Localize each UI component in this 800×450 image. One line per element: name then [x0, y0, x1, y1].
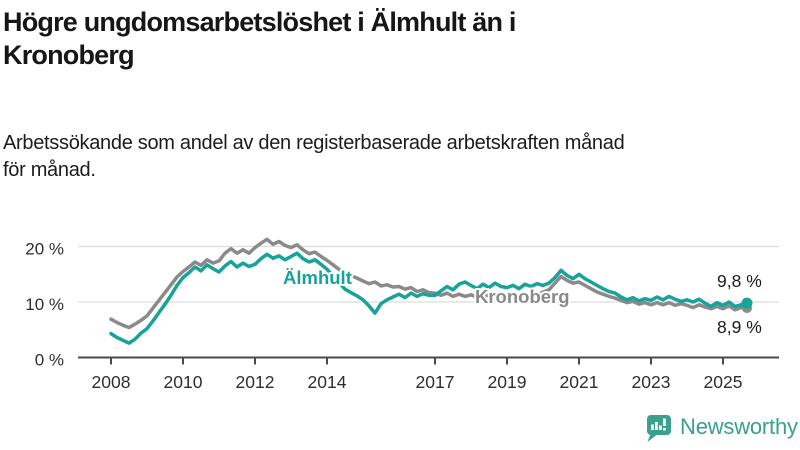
x-tick-label: 2014	[308, 372, 347, 392]
y-tick-label: 10 %	[25, 295, 64, 314]
x-tick-label: 2025	[704, 372, 743, 392]
chart-subtitle: Arbetssökande som andel av den registerb…	[3, 130, 773, 184]
newsworthy-logo[interactable]: Newsworthy	[644, 412, 798, 444]
y-tick-label: 0 %	[35, 351, 64, 370]
x-tick-label: 2012	[236, 372, 275, 392]
series-end-dot-almhult	[741, 297, 753, 309]
page-title-line1: Högre ungdomsarbetslöshet i Älmhult än i	[3, 7, 516, 37]
series-label-kronoberg: Kronoberg	[475, 286, 570, 307]
series-line-almhult	[109, 251, 749, 345]
y-tick-label: 20 %	[25, 240, 64, 259]
chart-subtitle-line1: Arbetssökande som andel av den registerb…	[3, 132, 625, 154]
end-value-label-almhult: 9,8 %	[717, 271, 762, 291]
page-title-line2: Kronoberg	[3, 40, 135, 70]
series-line-kronoberg	[109, 237, 749, 330]
page-title: Högre ungdomsarbetslöshet i Älmhult än i…	[3, 6, 643, 72]
series-label-almhult: Älmhult	[283, 267, 352, 288]
x-tick-label: 2010	[164, 372, 203, 392]
x-tick-label: 2021	[560, 372, 599, 392]
x-tick-label: 2008	[92, 372, 131, 392]
newsworthy-wordmark: Newsworthy	[680, 414, 798, 439]
x-tick-label: 2017	[416, 372, 455, 392]
chart-subtitle-line2: för månad.	[3, 159, 96, 181]
bar-chart-glyph	[651, 418, 666, 431]
newsworthy-bubble-icon	[647, 415, 671, 442]
end-value-label-kronoberg: 8,9 %	[717, 317, 762, 337]
x-tick-label: 2023	[632, 372, 671, 392]
x-tick-label: 2019	[488, 372, 527, 392]
